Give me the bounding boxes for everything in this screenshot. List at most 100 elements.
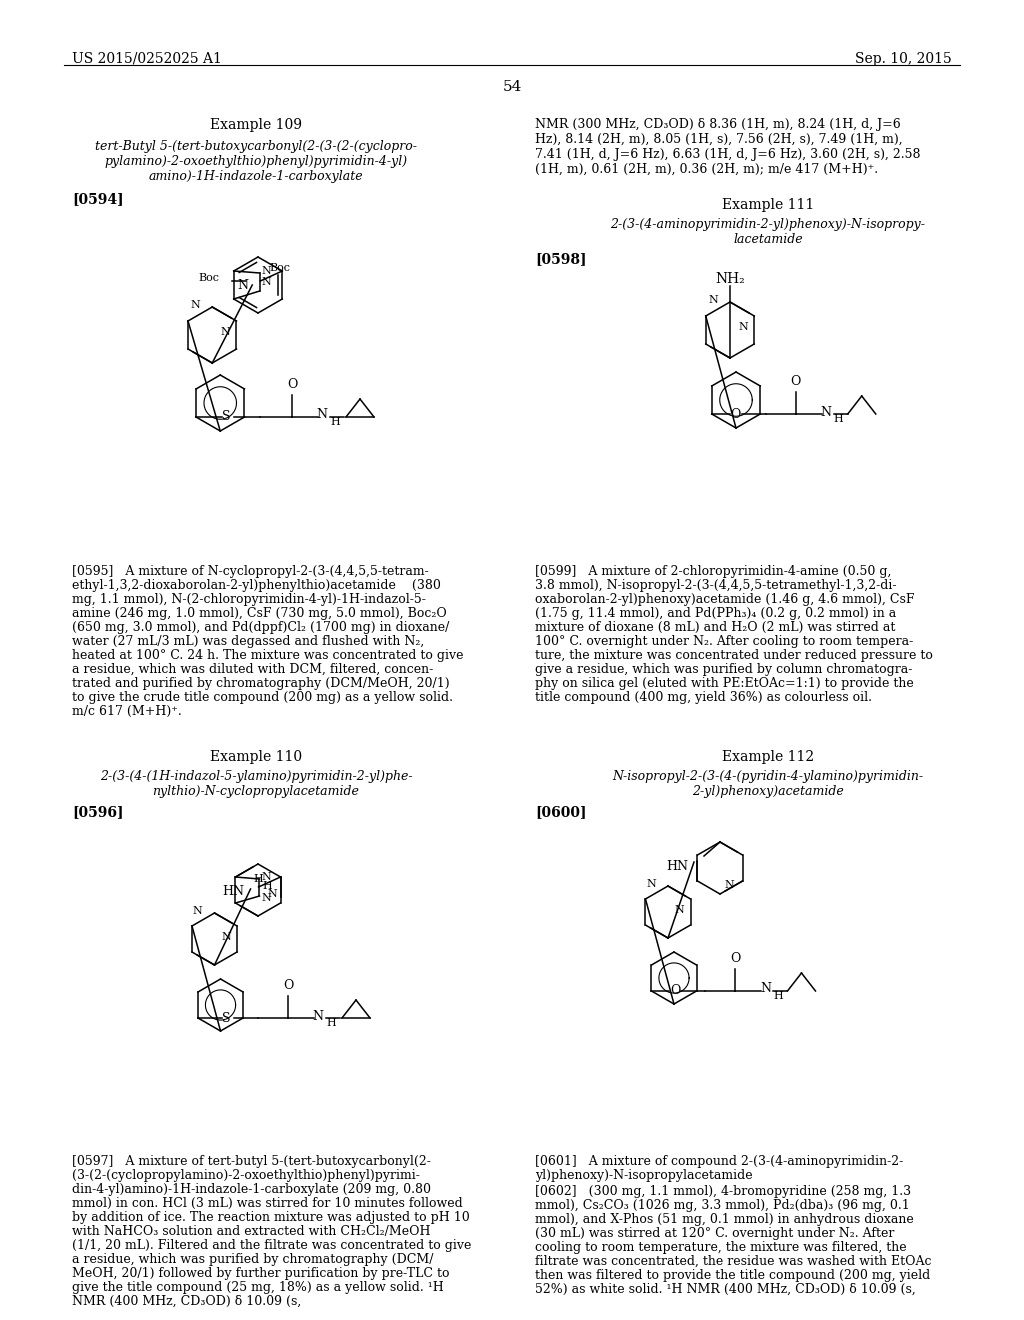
Text: Example 109: Example 109: [210, 117, 302, 132]
Text: with NaHCO₃ solution and extracted with CH₂Cl₂/MeOH: with NaHCO₃ solution and extracted with …: [72, 1225, 430, 1238]
Text: N: N: [221, 932, 231, 942]
Text: N: N: [316, 408, 328, 421]
Text: din-4-yl)amino)-1H-indazole-1-carboxylate (209 mg, 0.80: din-4-yl)amino)-1H-indazole-1-carboxylat…: [72, 1183, 431, 1196]
Text: 100° C. overnight under N₂. After cooling to room tempera-: 100° C. overnight under N₂. After coolin…: [535, 635, 913, 648]
Text: 3.8 mmol), N-isopropyl-2-(3-(4,4,5,5-tetramethyl-1,3,2-di-: 3.8 mmol), N-isopropyl-2-(3-(4,4,5,5-tet…: [535, 579, 896, 591]
Text: N: N: [267, 888, 278, 899]
Text: m/c 617 (M+H)⁺.: m/c 617 (M+H)⁺.: [72, 705, 181, 718]
Text: O: O: [671, 985, 681, 998]
Text: N: N: [261, 873, 271, 882]
Text: N: N: [238, 279, 248, 292]
Text: NH₂: NH₂: [715, 272, 744, 286]
Text: [0602]   (300 mg, 1.1 mmol), 4-bromopyridine (258 mg, 1.3: [0602] (300 mg, 1.1 mmol), 4-bromopyridi…: [535, 1185, 911, 1199]
Text: water (27 mL/3 mL) was degassed and flushed with N₂,: water (27 mL/3 mL) was degassed and flus…: [72, 635, 424, 648]
Text: O: O: [283, 979, 293, 993]
Text: H: H: [773, 991, 783, 1001]
Text: [0594]: [0594]: [72, 191, 124, 206]
Text: (650 mg, 3.0 mmol), and Pd(dppf)Cl₂ (1700 mg) in dioxane/: (650 mg, 3.0 mmol), and Pd(dppf)Cl₂ (170…: [72, 620, 450, 634]
Text: ethyl-1,3,2-dioxaborolan-2-yl)phenylthio)acetamide    (380: ethyl-1,3,2-dioxaborolan-2-yl)phenylthio…: [72, 579, 441, 591]
Text: N: N: [190, 300, 201, 310]
Text: amino)-1H-indazole-1-carboxylate: amino)-1H-indazole-1-carboxylate: [148, 170, 364, 183]
Text: yl)phenoxy)-N-isopropylacetamide: yl)phenoxy)-N-isopropylacetamide: [535, 1170, 753, 1181]
Text: S: S: [222, 411, 230, 424]
Text: Example 110: Example 110: [210, 750, 302, 764]
Text: 2-(3-(4-(1H-indazol-5-ylamino)pyrimidin-2-yl)phe-: 2-(3-(4-(1H-indazol-5-ylamino)pyrimidin-…: [99, 770, 413, 783]
Text: nylthio)-N-cyclopropylacetamide: nylthio)-N-cyclopropylacetamide: [153, 785, 359, 799]
Text: give a residue, which was purified by column chromatogra-: give a residue, which was purified by co…: [535, 663, 912, 676]
Text: H: H: [330, 417, 340, 426]
Text: mg, 1.1 mmol), N-(2-chloropyrimidin-4-yl)-1H-indazol-5-: mg, 1.1 mmol), N-(2-chloropyrimidin-4-yl…: [72, 593, 426, 606]
Text: S: S: [222, 1011, 230, 1024]
Text: (3-(2-(cyclopropylamino)-2-oxoethylthio)phenyl)pyrimi-: (3-(2-(cyclopropylamino)-2-oxoethylthio)…: [72, 1170, 420, 1181]
Text: [0600]: [0600]: [535, 805, 587, 818]
Text: 2-(3-(4-aminopyrimidin-2-yl)phenoxy)-N-isopropy-: 2-(3-(4-aminopyrimidin-2-yl)phenoxy)-N-i…: [610, 218, 926, 231]
Text: mmol), and X-Phos (51 mg, 0.1 mmol) in anhydrous dioxane: mmol), and X-Phos (51 mg, 0.1 mmol) in a…: [535, 1213, 913, 1226]
Text: H: H: [834, 414, 844, 424]
Text: to give the crude title compound (200 mg) as a yellow solid.: to give the crude title compound (200 mg…: [72, 690, 453, 704]
Text: [0595]   A mixture of N-cyclopropyl-2-(3-(4,4,5,5-tetram-: [0595] A mixture of N-cyclopropyl-2-(3-(…: [72, 565, 429, 578]
Text: N: N: [675, 906, 684, 915]
Text: O: O: [791, 375, 801, 388]
Text: HN: HN: [666, 861, 688, 873]
Text: mmol) in con. HCl (3 mL) was stirred for 10 minutes followed: mmol) in con. HCl (3 mL) was stirred for…: [72, 1197, 463, 1210]
Text: N: N: [646, 879, 656, 888]
Text: [0598]: [0598]: [535, 252, 587, 267]
Text: N: N: [724, 880, 734, 890]
Text: (30 mL) was stirred at 120° C. overnight under N₂. After: (30 mL) was stirred at 120° C. overnight…: [535, 1228, 894, 1239]
Text: N: N: [312, 1010, 324, 1023]
Text: O: O: [287, 378, 297, 391]
Text: N: N: [262, 267, 271, 276]
Text: H: H: [262, 880, 272, 891]
Text: filtrate was concentrated, the residue was washed with EtOAc: filtrate was concentrated, the residue w…: [535, 1255, 932, 1269]
Text: US 2015/0252025 A1: US 2015/0252025 A1: [72, 51, 222, 66]
Text: mixture of dioxane (8 mL) and H₂O (2 mL) was stirred at: mixture of dioxane (8 mL) and H₂O (2 mL)…: [535, 620, 895, 634]
Text: 52%) as white solid. ¹H NMR (400 MHz, CD₃OD) δ 10.09 (s,: 52%) as white solid. ¹H NMR (400 MHz, CD…: [535, 1283, 915, 1296]
Text: N: N: [261, 894, 271, 903]
Text: by addition of ice. The reaction mixture was adjusted to pH 10: by addition of ice. The reaction mixture…: [72, 1210, 470, 1224]
Text: phy on silica gel (eluted with PE:EtOAc=1:1) to provide the: phy on silica gel (eluted with PE:EtOAc=…: [535, 677, 913, 690]
Text: NMR (300 MHz, CD₃OD) δ 8.36 (1H, m), 8.24 (1H, d, J=6
Hz), 8.14 (2H, m), 8.05 (1: NMR (300 MHz, CD₃OD) δ 8.36 (1H, m), 8.2…: [535, 117, 921, 176]
Text: N: N: [221, 327, 230, 337]
Text: Example 112: Example 112: [722, 750, 814, 764]
Text: H: H: [254, 874, 263, 884]
Text: (1/1, 20 mL). Filtered and the filtrate was concentrated to give: (1/1, 20 mL). Filtered and the filtrate …: [72, 1239, 471, 1251]
Text: (1.75 g, 11.4 mmol), and Pd(PPh₃)₄ (0.2 g, 0.2 mmol) in a: (1.75 g, 11.4 mmol), and Pd(PPh₃)₄ (0.2 …: [535, 607, 896, 620]
Text: O: O: [730, 952, 740, 965]
Text: N: N: [193, 906, 203, 916]
Text: Example 111: Example 111: [722, 198, 814, 213]
Text: a residue, which was purified by chromatography (DCM/: a residue, which was purified by chromat…: [72, 1253, 433, 1266]
Text: mmol), Cs₂CO₃ (1026 mg, 3.3 mmol), Pd₂(dba)₃ (96 mg, 0.1: mmol), Cs₂CO₃ (1026 mg, 3.3 mmol), Pd₂(d…: [535, 1199, 909, 1212]
Text: oxaborolan-2-yl)phenoxy)acetamide (1.46 g, 4.6 mmol), CsF: oxaborolan-2-yl)phenoxy)acetamide (1.46 …: [535, 593, 914, 606]
Text: ture, the mixture was concentrated under reduced pressure to: ture, the mixture was concentrated under…: [535, 649, 933, 663]
Text: Boc: Boc: [199, 273, 219, 282]
Text: title compound (400 mg, yield 36%) as colourless oil.: title compound (400 mg, yield 36%) as co…: [535, 690, 872, 704]
Text: give the title compound (25 mg, 18%) as a yellow solid. ¹H: give the title compound (25 mg, 18%) as …: [72, 1280, 443, 1294]
Text: a residue, which was diluted with DCM, filtered, concen-: a residue, which was diluted with DCM, f…: [72, 663, 433, 676]
Text: amine (246 mg, 1.0 mmol), CsF (730 mg, 5.0 mmol), Boc₂O: amine (246 mg, 1.0 mmol), CsF (730 mg, 5…: [72, 607, 446, 620]
Text: N-isopropyl-2-(3-(4-(pyridin-4-ylamino)pyrimidin-: N-isopropyl-2-(3-(4-(pyridin-4-ylamino)p…: [612, 770, 924, 783]
Text: MeOH, 20/1) followed by further purification by pre-TLC to: MeOH, 20/1) followed by further purifica…: [72, 1267, 450, 1280]
Text: [0596]: [0596]: [72, 805, 124, 818]
Text: O: O: [730, 408, 741, 421]
Text: cooling to room temperature, the mixture was filtered, the: cooling to room temperature, the mixture…: [535, 1241, 906, 1254]
Text: N: N: [262, 277, 271, 286]
Text: lacetamide: lacetamide: [733, 234, 803, 246]
Text: H: H: [326, 1018, 336, 1028]
Text: N: N: [738, 322, 749, 333]
Text: N: N: [760, 982, 771, 995]
Text: NMR (400 MHz, CD₃OD) δ 10.09 (s,: NMR (400 MHz, CD₃OD) δ 10.09 (s,: [72, 1295, 301, 1308]
Text: [0597]   A mixture of tert-butyl 5-(tert-butoxycarbonyl(2-: [0597] A mixture of tert-butyl 5-(tert-b…: [72, 1155, 431, 1168]
Text: trated and purified by chromatography (DCM/MeOH, 20/1): trated and purified by chromatography (D…: [72, 677, 450, 690]
Text: N: N: [709, 294, 718, 305]
Text: tert-Butyl 5-(tert-butoxycarbonyl(2-(3-(2-(cyclopro-: tert-Butyl 5-(tert-butoxycarbonyl(2-(3-(…: [95, 140, 417, 153]
Text: Sep. 10, 2015: Sep. 10, 2015: [855, 51, 952, 66]
Text: N: N: [820, 405, 831, 418]
Text: then was filtered to provide the title compound (200 mg, yield: then was filtered to provide the title c…: [535, 1269, 930, 1282]
Text: 54: 54: [503, 81, 521, 94]
Text: HN: HN: [222, 884, 245, 898]
Text: [0599]   A mixture of 2-chloropyrimidin-4-amine (0.50 g,: [0599] A mixture of 2-chloropyrimidin-4-…: [535, 565, 891, 578]
Text: Boc: Boc: [269, 263, 291, 273]
Text: [0601]   A mixture of compound 2-(3-(4-aminopyrimidin-2-: [0601] A mixture of compound 2-(3-(4-ami…: [535, 1155, 903, 1168]
Text: 2-yl)phenoxy)acetamide: 2-yl)phenoxy)acetamide: [692, 785, 844, 799]
Text: pylamino)-2-oxoethylthio)phenyl)pyrimidin-4-yl): pylamino)-2-oxoethylthio)phenyl)pyrimidi…: [104, 154, 408, 168]
